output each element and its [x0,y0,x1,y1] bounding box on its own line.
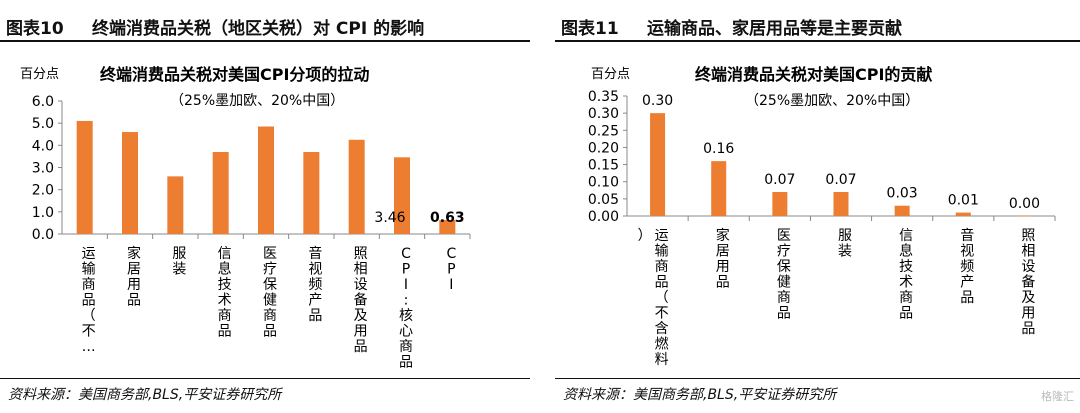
y-tick-label: 0.30 [588,106,619,122]
figure-10: 图表10 终端消费品关税（地区关税）对 CPI 的影响 终端消费品关税对美国CP… [0,0,530,413]
y-tick-label: 0.10 [588,175,619,191]
x-tick-label: 医疗保健商品 [777,228,791,322]
x-tick-label: 音视频产品 [960,227,974,306]
chart-title: 终端消费品关税对美国CPI的贡献 [695,65,932,84]
data-label: 0.63 [430,210,465,226]
source-text: 资料来源：美国商务部,BLS,平安证券研究所 [563,387,837,403]
x-tick-label: 信息技术商品 [218,246,232,340]
bar [303,151,320,234]
x-tick-label: 医疗保健商品 [263,246,277,340]
bar [394,157,410,234]
figure-label: 图表11 [561,19,619,39]
bar [258,126,274,234]
figure-11: 图表11 运输商品、家居用品等是主要贡献 终端消费品关税对美国CPI的贡献 （25… [555,0,1080,413]
y-tick-label: 0.05 [588,192,619,208]
x-tick-label: 运输商品（不含燃料） [638,228,669,368]
data-label: 0.16 [703,141,734,157]
y-tick-label: 0.25 [588,123,619,139]
figure-title: 终端消费品关税（地区关税）对 CPI 的影响 [92,19,425,39]
chart-subtitle: （25%墨加欧、20%中国） [745,93,919,109]
x-tick-label: 运输商品（不… [82,246,96,355]
y-tick-label: 0.35 [588,89,619,105]
y-tick-label: 0.00 [588,209,619,225]
data-label: 0.00 [1009,196,1040,212]
bar [167,176,184,234]
chart-title: 终端消费品关税对美国CPI分项的拉动 [100,65,369,84]
y-tick-label: 0.20 [588,140,619,156]
source-text: 资料来源：美国商务部,BLS,平安证券研究所 [8,387,282,403]
bar [76,120,93,234]
bar [122,132,138,234]
watermark-logo: 格隆汇 [1041,390,1074,403]
figure-header: 图表10 终端消费品关税（地区关税）对 CPI 的影响 [0,10,530,42]
x-tick-label: 家居用品 [127,245,141,309]
bar [1016,216,1032,217]
bar [348,139,365,234]
data-label: 0.03 [887,186,918,202]
y-tick-label: 0.0 [32,227,54,243]
x-tick-label: 音视频产品 [308,245,322,324]
figure-label: 图表10 [6,19,64,39]
bar [772,192,788,216]
source-note: 资料来源：美国商务部,BLS,平安证券研究所 [555,378,1080,404]
figure-title: 运输商品、家居用品等是主要贡献 [647,19,902,39]
data-label: 0.01 [948,193,979,209]
x-tick-label: C P I:核心商品 [399,246,413,371]
chart-cpi-items: 终端消费品关税对美国CPI分项的拉动 （25%墨加欧、20%中国） 百分点 0.0 1.… [20,65,471,371]
x-tick-label: 家居用品 [716,227,730,291]
data-label: 0.07 [825,172,856,188]
y-tick-label: 4.0 [32,138,54,154]
x-tick-label: 服装 [172,246,186,278]
x-tick-label: 照相设备及用品 [354,246,368,355]
y-tick-label: 3.0 [32,161,54,177]
bar [212,151,229,234]
x-tick-label: 信息技术商品 [899,228,913,322]
y-tick-label: 5.0 [32,116,54,132]
source-note: 资料来源：美国商务部,BLS,平安证券研究所 [0,378,530,404]
x-tick-label: 照相设备及用品 [1021,228,1035,337]
y-tick-label: 0.15 [588,158,619,174]
data-label: 3.46 [374,210,405,226]
y-axis-label: 百分点 [20,67,59,82]
bar [955,212,971,216]
bar [711,161,727,216]
chart-cpi-contribution: 终端消费品关税对美国CPI的贡献（25%墨加欧、20%中国）百分点0.000.0… [588,65,1056,368]
bar [894,205,910,216]
y-tick-label: 1.0 [32,205,54,221]
bar [439,220,456,234]
y-axis-label: 百分点 [591,67,630,82]
x-tick-label: 服装 [838,228,852,260]
data-label: 0.07 [764,172,795,188]
figure-header: 图表11 运输商品、家居用品等是主要贡献 [555,10,1080,42]
bar [833,192,849,216]
data-label: 0.30 [642,93,673,109]
bar [650,113,666,216]
chart-subtitle: （25%墨加欧、20%中国） [170,93,344,109]
y-tick-label: 6.0 [32,94,54,110]
y-tick-label: 2.0 [32,183,54,199]
